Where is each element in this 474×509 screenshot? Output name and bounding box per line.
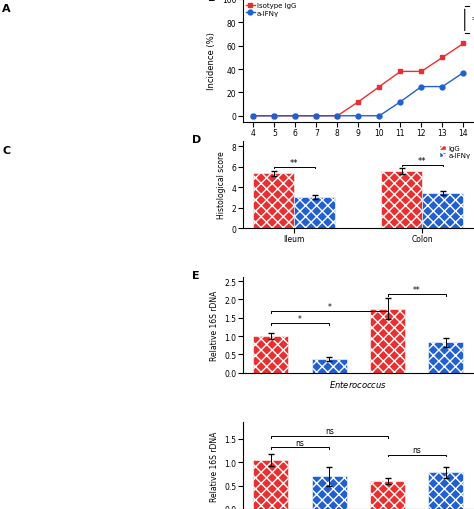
X-axis label: $\it{Enterococcus}$: $\it{Enterococcus}$ <box>329 379 387 390</box>
a-IFNγ <box>313 114 319 120</box>
Bar <box>253 460 288 509</box>
Bar <box>428 472 464 509</box>
Bar <box>370 481 405 509</box>
Y-axis label: Relative 16S rDNA: Relative 16S rDNA <box>210 290 219 360</box>
Text: **: ** <box>418 156 427 165</box>
a-IFNγ <box>335 114 340 120</box>
Bar <box>253 174 294 229</box>
Isotype IgG <box>398 69 403 75</box>
Text: ns: ns <box>412 445 421 454</box>
Isotype IgG <box>376 84 382 91</box>
Isotype IgG <box>313 114 319 120</box>
Bar <box>382 172 422 229</box>
a-IFNγ <box>292 114 298 120</box>
Text: D: D <box>192 135 201 145</box>
a-IFNγ <box>419 84 424 91</box>
Bar <box>294 197 335 229</box>
a-IFNγ <box>398 99 403 105</box>
Text: A: A <box>2 4 11 14</box>
Isotype IgG <box>250 114 256 120</box>
Isotype IgG <box>272 114 277 120</box>
Text: *: * <box>298 314 302 323</box>
a-IFNγ <box>461 70 466 76</box>
Line: a-IFNγ: a-IFNγ <box>251 71 466 119</box>
Bar <box>428 343 464 373</box>
Text: ns: ns <box>325 427 334 436</box>
Text: ns: ns <box>296 438 304 447</box>
Bar <box>312 359 346 373</box>
Text: C: C <box>2 146 10 156</box>
Y-axis label: Histological score: Histological score <box>217 152 226 219</box>
Text: *: * <box>327 302 331 311</box>
Text: **: ** <box>413 286 420 294</box>
Text: **: ** <box>290 158 299 167</box>
Y-axis label: Relative 16S rDNA: Relative 16S rDNA <box>210 431 219 501</box>
Bar <box>370 309 405 373</box>
Text: B: B <box>208 0 217 3</box>
Bar <box>253 336 288 373</box>
Legend: IgG, a-IFNγ: IgG, a-IFNγ <box>439 146 471 159</box>
Isotype IgG <box>335 114 340 120</box>
a-IFNγ <box>376 114 382 120</box>
X-axis label: age (weeks): age (weeks) <box>333 143 384 152</box>
Text: *: * <box>472 16 474 26</box>
Isotype IgG <box>439 55 445 61</box>
Y-axis label: Incidence (%): Incidence (%) <box>208 32 217 90</box>
Legend: Isotype IgG, a-IFNγ: Isotype IgG, a-IFNγ <box>246 4 296 17</box>
Bar <box>312 476 346 509</box>
Isotype IgG <box>419 69 424 75</box>
Isotype IgG <box>461 41 466 47</box>
Isotype IgG <box>356 99 361 105</box>
Bar <box>422 194 464 229</box>
Line: Isotype IgG: Isotype IgG <box>251 42 466 119</box>
Text: E: E <box>192 270 200 280</box>
a-IFNγ <box>439 84 445 91</box>
Isotype IgG <box>292 114 298 120</box>
a-IFNγ <box>272 114 277 120</box>
a-IFNγ <box>250 114 256 120</box>
a-IFNγ <box>356 114 361 120</box>
